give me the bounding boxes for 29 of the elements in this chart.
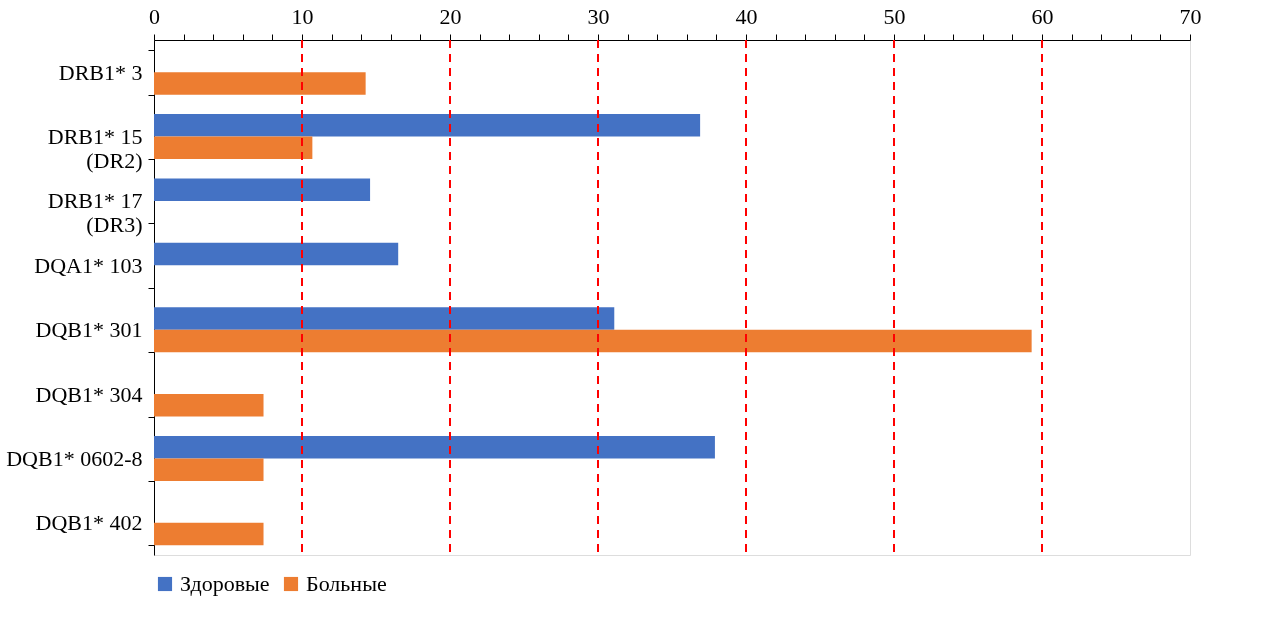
x-tick-label: 40 [735, 3, 758, 29]
bar [154, 242, 399, 266]
x-tick-label: 60 [1031, 3, 1054, 29]
x-tick-label: 50 [883, 3, 906, 29]
y-tick-label: DQA1* 103 [34, 252, 143, 278]
legend-label: Здоровые [180, 571, 270, 596]
x-tick-label: 10 [291, 3, 314, 29]
bar [154, 458, 264, 481]
y-tick-label: DRB1* 15 (DR2) [47, 124, 143, 174]
x-tick-label: 30 [587, 3, 610, 29]
bar [154, 72, 366, 95]
y-tick-label: DRB1* 3 [58, 59, 143, 85]
y-tick-label: DQB1* 0602-8 [6, 445, 143, 471]
bar [154, 307, 615, 330]
x-tick-label: 0 [149, 3, 160, 29]
bar [154, 329, 1032, 353]
x-tick-label: 20 [439, 3, 462, 29]
legend-label: Больные [306, 571, 387, 596]
y-tick-label: DRB1* 17 (DR3) [47, 188, 143, 238]
bar [154, 136, 313, 160]
bar [154, 178, 371, 201]
bar [154, 435, 715, 459]
x-tick-label: 70 [1179, 3, 1202, 29]
bar [154, 394, 264, 417]
y-tick-label: DQB1* 301 [35, 317, 143, 343]
bar [154, 114, 701, 137]
y-tick-label: DQB1* 402 [35, 510, 143, 536]
y-tick-label: DQB1* 304 [35, 381, 143, 407]
bar [154, 522, 264, 546]
